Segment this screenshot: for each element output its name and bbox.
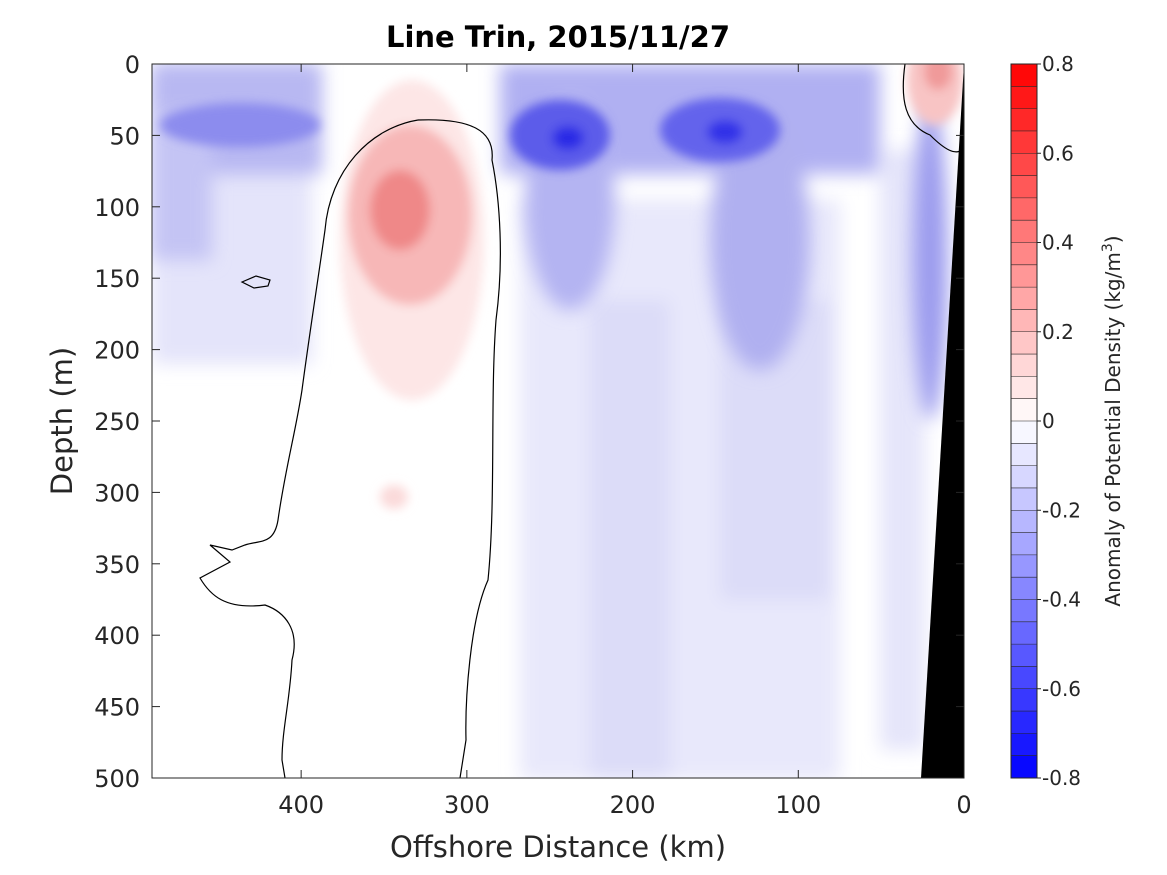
colorbar-level (1011, 666, 1037, 690)
colorbar-level (1011, 376, 1037, 400)
y-tick-label: 500 (94, 765, 140, 793)
colorbar-tick-label: -0.4 (1042, 588, 1081, 612)
colorbar-tick-label: 0.4 (1042, 231, 1074, 255)
colorbar-tick-label: -0.8 (1042, 766, 1081, 790)
colorbar-level (1011, 644, 1037, 667)
zero-contour (199, 119, 419, 778)
colorbar: 0.8 0.6 0.4 0.2 0 -0.2 -0.4 -0.6 -0.8 (1010, 52, 1081, 790)
y-tick-label: 0 (125, 51, 140, 79)
nearshore-positive (924, 64, 952, 90)
y-tick-label: 200 (94, 337, 140, 365)
y-axis-label: Depth (m) (45, 347, 79, 495)
colorbar-level (1011, 108, 1037, 132)
colorbar-level (1011, 443, 1037, 467)
blue-tongue (710, 110, 810, 370)
colorbar-label: Anomaly of Potential Density (kg/m3) (1100, 235, 1125, 606)
x-tick-label: 0 (956, 791, 971, 819)
y-tick-label: 100 (94, 194, 140, 222)
colorbar-tick-label: -0.6 (1042, 677, 1081, 701)
colorbar-level (1011, 487, 1037, 511)
colorbar-level (1011, 354, 1037, 377)
x-tick-label: 300 (444, 791, 490, 819)
colorbar-level (1011, 599, 1037, 623)
colorbar-level (1011, 242, 1037, 266)
colorbar-level (1011, 465, 1037, 489)
x-axis: 400 300 200 100 0 (278, 64, 972, 819)
colorbar-level (1011, 755, 1037, 779)
blue-tongue (912, 100, 948, 420)
bathymetry (921, 64, 964, 778)
y-axis: 0 50 100 150 200 250 300 350 400 450 500 (94, 51, 964, 793)
negative-core-center (552, 126, 584, 150)
plot-area (151, 63, 965, 779)
colorbar-level (1011, 398, 1037, 422)
colorbar-tick-label: 0.8 (1042, 52, 1074, 76)
colorbar-tick-label: -0.2 (1042, 498, 1081, 522)
y-tick-label: 350 (94, 551, 140, 579)
colorbar-level (1011, 86, 1037, 110)
colorbar-tick-label: 0.6 (1042, 141, 1074, 165)
colorbar-level (1011, 220, 1037, 243)
colorbar-level (1011, 688, 1037, 712)
colorbar-tick-label: 0.2 (1042, 320, 1074, 344)
positive-anomaly (370, 170, 430, 250)
x-tick-label: 200 (610, 791, 656, 819)
colorbar-level (1011, 733, 1037, 757)
colorbar-level (1011, 287, 1037, 310)
colorbar-level (1011, 532, 1037, 556)
colorbar-level (1011, 197, 1037, 221)
colorbar-level (1011, 621, 1037, 645)
colorbar-level (1011, 309, 1037, 333)
colorbar-level (1011, 64, 1037, 87)
y-tick-label: 250 (94, 408, 140, 436)
negative-core (160, 103, 320, 147)
y-tick-label: 300 (94, 479, 140, 507)
chart-title: Line Trin, 2015/11/27 (386, 20, 730, 54)
y-tick-label: 50 (109, 122, 140, 150)
zero-contour-nearshore (902, 64, 963, 153)
x-axis-label: Offshore Distance (km) (390, 830, 726, 864)
zero-contour (417, 119, 501, 778)
colorbar-level (1011, 510, 1037, 534)
light-blue-column (590, 300, 670, 778)
colorbar-level (1011, 554, 1037, 578)
colorbar-level (1011, 711, 1037, 734)
y-tick-label: 150 (94, 265, 140, 293)
colorbar-level (1011, 331, 1037, 355)
colorbar-level (1011, 577, 1037, 600)
colorbar-level (1011, 175, 1037, 199)
y-tick-label: 450 (94, 694, 140, 722)
y-tick-label: 400 (94, 622, 140, 650)
positive-anomaly-small (380, 485, 408, 509)
colorbar-level (1011, 153, 1037, 177)
colorbar-level (1011, 421, 1037, 444)
zero-contour-loop (240, 275, 271, 289)
colorbar-tick-label: 0 (1042, 409, 1055, 433)
x-tick-label: 100 (775, 791, 821, 819)
x-tick-label: 400 (278, 791, 324, 819)
density-anomaly-field (152, 64, 964, 778)
negative-core-center (707, 120, 743, 144)
colorbar-level (1011, 130, 1037, 154)
colorbar-level (1011, 264, 1037, 288)
